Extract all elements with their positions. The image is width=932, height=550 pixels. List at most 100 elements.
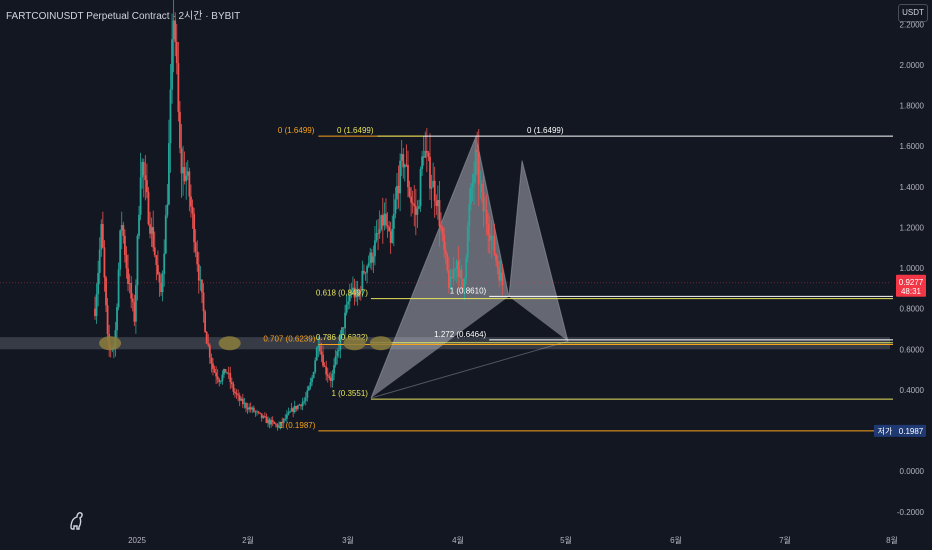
candle [347,301,350,305]
candle [105,277,107,306]
candle [202,292,205,312]
candle [127,268,129,284]
low-price-value: 0.1987 [899,427,924,436]
candle [333,365,335,374]
y-tick-label: 0.4000 [900,386,925,395]
tradingview-dino-icon[interactable] [68,510,86,534]
zone-marker [99,336,122,351]
candle [399,160,402,194]
currency-selector[interactable]: USDT [898,4,928,22]
candle [394,199,397,214]
candle [307,386,310,391]
candle [172,20,175,40]
candle [196,251,199,265]
candle [385,213,387,226]
candle [232,384,235,392]
candle [101,224,104,248]
candle [501,272,504,286]
candle [179,111,181,149]
candle [498,267,501,281]
candle [183,167,186,182]
candle [293,405,296,413]
candle [342,327,345,329]
candle [185,175,188,182]
candle [411,202,414,205]
candle [304,397,307,401]
candle [136,235,139,286]
candle [150,227,153,234]
candle [190,196,192,207]
fib-level-label: 0 (1.6499) [337,126,374,135]
candle [171,39,173,90]
y-tick-label: -0.2000 [897,508,925,517]
candle [94,308,96,317]
candle [499,272,502,281]
candle [355,288,357,298]
candle [392,213,395,229]
y-tick-label: 1.8000 [900,102,925,111]
candle [248,407,251,410]
candle [268,419,271,425]
candle [438,199,441,227]
candle [303,400,306,403]
last-price-tag [896,274,926,297]
candle [309,382,312,387]
candle [282,418,285,424]
candle [273,421,276,424]
candle [460,269,463,280]
candle [389,231,392,243]
candle [263,416,266,417]
candle [328,376,331,378]
candle [260,413,263,418]
candle [383,213,386,226]
candle [427,152,430,157]
candle [435,200,438,207]
candle [213,368,216,373]
candle [484,210,486,212]
candle [364,272,367,274]
candle [416,208,419,215]
candle [396,185,398,200]
candle [430,187,433,189]
candle [300,404,302,407]
candle [292,408,295,413]
candle [262,416,265,418]
candle [205,331,208,344]
candle [315,347,318,361]
candle [436,199,439,207]
candle [487,224,490,235]
candle [271,420,274,422]
low-label: 저가 [878,427,893,436]
candle [98,249,101,273]
x-tick-label: 5월 [560,535,572,545]
candle [278,425,280,428]
y-tick-label: 0.6000 [900,345,925,354]
candle [425,150,428,153]
candle [388,226,391,232]
candle [177,63,180,112]
candle [100,224,103,250]
candle [142,161,145,176]
x-tick-label: 4월 [452,535,464,545]
candle [229,373,232,383]
candle [270,420,273,425]
candle [182,167,184,174]
candle [381,215,384,226]
candle [97,272,100,295]
candle [424,150,427,158]
candle [418,206,420,209]
fib-level-label: 1 (0.8610) [450,286,487,295]
candle [440,226,442,229]
candle [265,416,268,424]
candle [116,307,118,331]
candle [441,228,444,235]
candle [256,411,258,413]
candle [432,180,435,188]
candle [330,377,332,381]
candle [238,395,241,401]
fib-level-label: 1 (0.1987) [279,421,316,430]
candle [477,151,480,185]
candle [380,215,383,230]
